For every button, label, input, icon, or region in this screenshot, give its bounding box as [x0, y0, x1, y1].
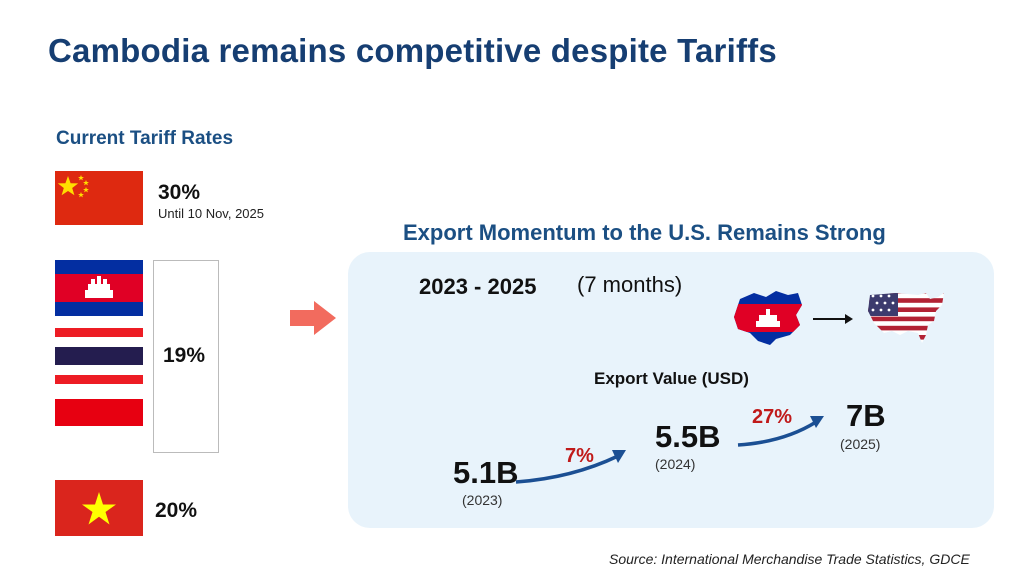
tariff-heading: Current Tariff Rates [56, 128, 234, 149]
export-value: 7B [846, 398, 886, 433]
source-note: Source: International Merchandise Trade … [609, 551, 970, 567]
growth-arrow-icon [515, 450, 626, 484]
export-year: (2024) [655, 456, 696, 472]
shared-rate-box [153, 260, 219, 453]
export-year: (2023) [462, 492, 503, 508]
cambodia-flag-icon [55, 260, 143, 316]
china-flag-icon [55, 171, 143, 225]
vietnam-tariff-rate: 20% [155, 499, 198, 522]
cambodia-map-icon [734, 291, 802, 345]
usa-map-icon [868, 293, 944, 343]
export-period: 2023 - 2025 [419, 274, 537, 299]
growth-arrow-icon [737, 416, 824, 447]
indonesia-flag-icon [55, 399, 143, 454]
page-title: Cambodia remains competitive despite Tar… [48, 32, 777, 69]
export-value-heading: Export Value (USD) [594, 369, 749, 388]
growth-percent: 7% [565, 445, 594, 467]
small-arrow-icon [813, 314, 853, 324]
export-year: (2025) [840, 436, 881, 452]
vietnam-flag-icon [55, 480, 143, 536]
china-tariff-rate: 30% [158, 181, 201, 204]
export-value: 5.5B [655, 419, 721, 454]
export-heading: Export Momentum to the U.S. Remains Stro… [403, 220, 886, 245]
shared-tariff-rate: 19% [163, 344, 206, 367]
right-arrow-icon [290, 301, 336, 335]
china-tariff-note: Until 10 Nov, 2025 [158, 206, 264, 221]
thailand-flag-icon [55, 328, 143, 384]
export-period-note: (7 months) [577, 272, 683, 297]
growth-percent: 27% [752, 406, 793, 428]
export-value: 5.1B [453, 455, 519, 490]
